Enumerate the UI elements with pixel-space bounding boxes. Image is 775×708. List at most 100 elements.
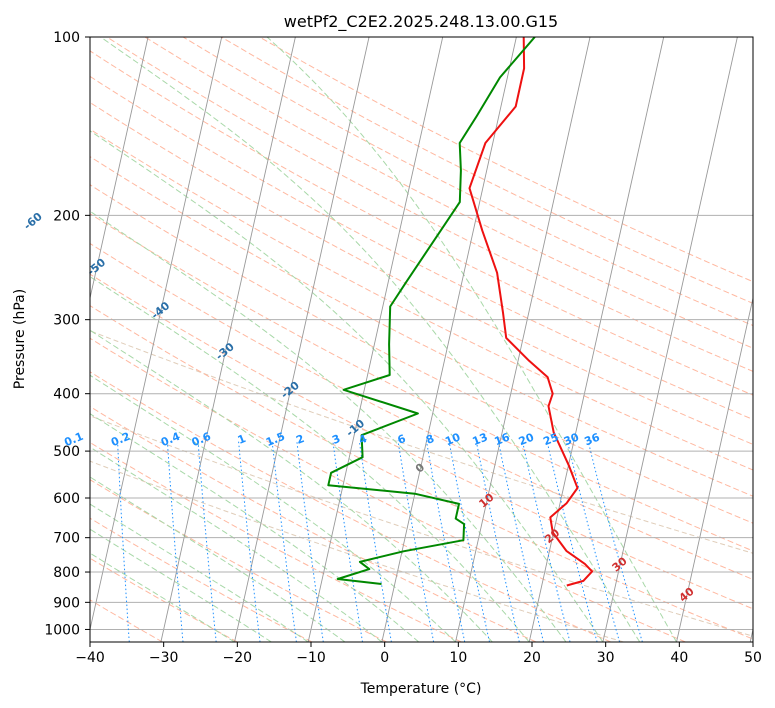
x-tick-label: −40 <box>75 650 105 666</box>
sounding-series <box>327 37 594 587</box>
isotherm-line <box>749 627 753 642</box>
mixing-ratio-line <box>497 440 544 642</box>
x-axis-label: Temperature (°C) <box>360 681 482 697</box>
mixing-ratio-line <box>475 440 520 642</box>
isotherm-line <box>528 37 665 642</box>
dry-adiabat-line <box>182 37 753 327</box>
mixing-ratio-line <box>425 440 466 642</box>
moist-adiabat-line <box>90 413 420 642</box>
y-tick-label: 400 <box>53 387 80 403</box>
mixing-ratio-label: 16 <box>493 430 512 448</box>
mixing-ratio-line <box>546 440 598 642</box>
isotherm-line <box>90 37 223 632</box>
moist-adiabat-line <box>90 552 235 642</box>
x-tick-label: 40 <box>670 650 688 666</box>
y-tick-label: 500 <box>53 444 80 460</box>
mixing-ratio-line <box>397 440 435 642</box>
dry-adiabat-line <box>144 37 753 349</box>
dry-adiabat-line <box>90 441 462 642</box>
dry-adiabat-line <box>90 371 611 642</box>
y-tick-label: 1000 <box>44 622 80 638</box>
mixing-ratio-label: 6 <box>396 432 408 447</box>
y-tick-label: 300 <box>53 313 80 329</box>
mixing-ratio-line <box>521 440 571 642</box>
mixing-ratio-label: 4 <box>357 432 369 447</box>
plot-frame <box>89 36 754 643</box>
moist-adiabat-line <box>100 37 641 642</box>
x-tick-label: 20 <box>523 650 541 666</box>
temperature-line <box>468 37 594 587</box>
mixing-ratio-label: 36 <box>583 430 602 448</box>
mixing-ratio-label: 20 <box>517 430 536 448</box>
isotherm-label: 0 <box>413 460 427 475</box>
mixing-ratio-line <box>166 440 184 642</box>
moist-adiabat-line <box>90 446 383 642</box>
dry-adiabat-line <box>90 337 686 642</box>
mixing-ratio-line <box>358 440 392 642</box>
theta-e-line <box>90 460 624 642</box>
dry-adiabat-line <box>90 405 537 642</box>
mixing-ratio-line <box>587 440 643 642</box>
x-tick-label: −20 <box>223 650 253 666</box>
x-tick-label: 0 <box>380 650 389 666</box>
isotherm-line <box>90 37 149 301</box>
dewpoint-line <box>327 37 536 585</box>
x-tick-label: 30 <box>597 650 615 666</box>
dry-adiabat-line <box>90 242 753 581</box>
y-tick-label: 700 <box>53 531 80 547</box>
isotherm-line <box>455 37 591 642</box>
dry-adiabat-line <box>90 213 753 552</box>
moist-adiabat-line <box>90 329 493 642</box>
mixing-ratio-label: 1.5 <box>264 430 287 449</box>
chart-title: wetPf2_C2E2.2025.248.13.00.G15 <box>284 12 558 32</box>
x-tick-label: −10 <box>296 650 326 666</box>
moist-adiabat-line <box>90 130 604 642</box>
mixing-ratio-line <box>566 440 621 642</box>
dry-adiabat-line <box>106 37 753 372</box>
dry-adiabat-line <box>90 128 753 471</box>
mixing-ratio-label: 13 <box>470 431 489 449</box>
isotherm-line <box>602 37 738 642</box>
isotherm-line <box>234 37 370 642</box>
mixing-ratio-line <box>271 440 297 642</box>
mixing-ratio-label: 0.6 <box>190 430 213 449</box>
dry-adiabat-line <box>259 37 753 283</box>
mixing-ratio-label: 10 <box>443 430 462 448</box>
mixing-ratio-line <box>296 440 324 642</box>
isotherm-label: -20 <box>278 379 302 402</box>
theta-e-line <box>90 330 753 554</box>
dry-adiabat-label: 30 <box>610 554 630 574</box>
dry-adiabat-line <box>90 50 753 396</box>
isotherm-line <box>676 296 753 642</box>
dry-adiabat-line <box>90 479 387 642</box>
isotherm-label: -60 <box>21 210 45 233</box>
mixing-ratio-label: 30 <box>562 430 581 448</box>
dry-adiabat-line <box>90 101 753 445</box>
y-tick-label: 600 <box>53 491 80 507</box>
dry-adiabat-line <box>220 37 753 304</box>
moist-adiabat-line <box>90 476 346 642</box>
y-tick-label: 100 <box>53 30 80 46</box>
mixing-ratio-label: 8 <box>424 432 436 447</box>
isotherm-line <box>381 37 517 642</box>
y-tick-label: 200 <box>53 208 80 224</box>
dry-adiabat-line <box>90 273 753 610</box>
dry-adiabat-line <box>90 184 753 524</box>
isotherm-label: -50 <box>85 256 109 279</box>
isotherm-line <box>0 37 1 642</box>
dry-adiabat-line <box>90 557 238 642</box>
y-axis-label: Pressure (hPa) <box>12 289 28 389</box>
mixing-ratio-label: 0.2 <box>109 430 132 449</box>
x-tick-label: −30 <box>149 650 179 666</box>
isotherm-line <box>307 37 444 642</box>
axis-ticks: −40 −30 −20 −10 0 10 20 30 40 5010020030040050060… <box>44 30 762 666</box>
isotherm-line <box>160 37 296 642</box>
dry-adiabat-label: 40 <box>677 585 697 605</box>
moist-adiabat-line <box>90 503 309 642</box>
isotherm-label: -40 <box>149 299 173 322</box>
mixing-ratio-line <box>197 440 217 642</box>
dry-adiabat-line <box>90 517 313 642</box>
dry-adiabat-line <box>90 156 753 497</box>
y-tick-label: 800 <box>53 565 80 581</box>
